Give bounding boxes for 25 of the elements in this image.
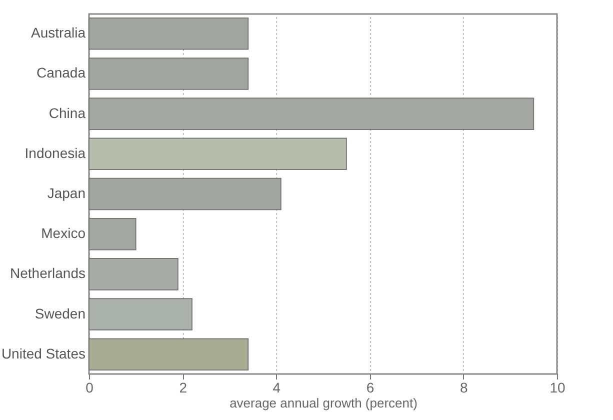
y-tick-label: United States [1, 345, 86, 362]
x-axis-title: average annual growth (percent) [230, 396, 418, 410]
x-tick-label: 4 [272, 380, 281, 396]
y-tick-label: Canada [36, 64, 86, 81]
bar [88, 18, 249, 50]
bar [88, 58, 249, 90]
y-tick-label: Australia [31, 24, 86, 41]
x-tick-label: 6 [366, 380, 374, 396]
y-tick-label: Mexico [41, 225, 86, 242]
x-tick-label: 8 [460, 380, 468, 396]
y-tick-label: Japan [47, 185, 86, 201]
x-tick-label: 2 [179, 380, 188, 396]
bar [88, 338, 249, 370]
bar [88, 98, 534, 130]
x-tick-label: 0 [86, 380, 94, 396]
y-tick-label: Sweden [34, 305, 86, 322]
bar [88, 178, 282, 210]
y-tick-label: Netherlands [10, 265, 86, 282]
y-tick-label: Indonesia [24, 144, 86, 161]
bar [88, 218, 136, 250]
y-tick-label: China [48, 104, 86, 121]
bar [88, 298, 192, 330]
bar [88, 138, 347, 170]
x-tick-label: 10 [550, 380, 566, 396]
bar [88, 258, 178, 290]
